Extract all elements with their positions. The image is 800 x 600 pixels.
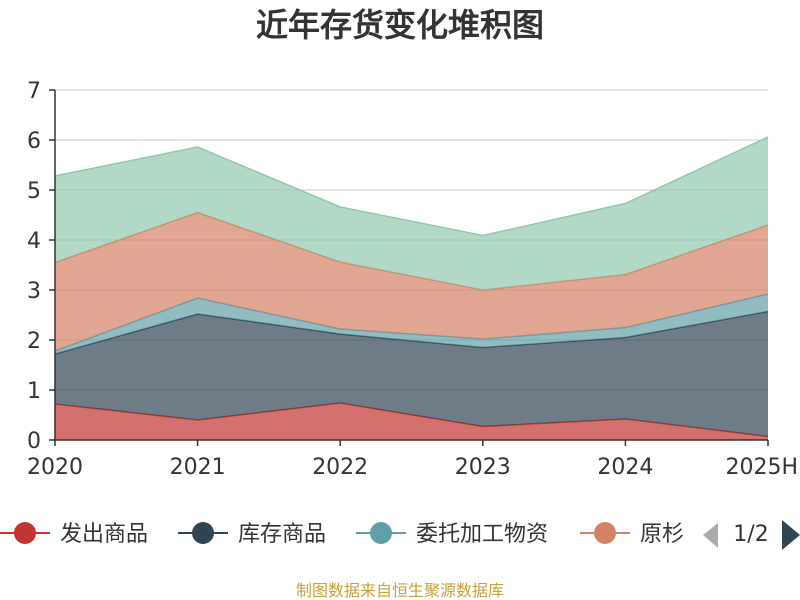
axes: 0 1 2 3 4 5 6 7 2020 2021 2022 2023 2024 2025H: [27, 79, 798, 480]
legend-label: 库存商品: [238, 522, 326, 547]
legend-item[interactable]: 发出商品: [0, 522, 148, 547]
area-series-4: [55, 137, 768, 290]
y-tick-label: 1: [27, 379, 41, 404]
y-tick-label: 7: [27, 79, 41, 104]
legend[interactable]: 发出商品 库存商品 委托加工物资 原杉 1/2: [0, 510, 800, 556]
legend-item[interactable]: 库存商品: [178, 522, 326, 547]
x-tick-label: 2020: [27, 455, 83, 480]
chart-title: 近年存货变化堆积图: [256, 6, 544, 44]
legend-next-page-icon[interactable]: [782, 520, 800, 550]
plot-area: [54, 136, 769, 440]
legend-item[interactable]: 委托加工物资: [356, 522, 548, 547]
y-tick-label: 6: [27, 129, 41, 154]
legend-overflow-mask: [684, 510, 706, 556]
legend-marker: [594, 522, 616, 544]
area-series-2: [55, 294, 768, 354]
x-tick-label: 2025H: [725, 455, 798, 480]
legend-marker: [192, 522, 214, 544]
legend-page-indicator: 1/2: [733, 522, 768, 547]
legend-label: 发出商品: [60, 522, 148, 547]
y-tick-label: 5: [27, 179, 41, 204]
y-tick-label: 2: [27, 329, 41, 354]
x-tick-label: 2021: [170, 455, 226, 480]
x-tick-label: 2022: [312, 455, 368, 480]
area-series-0: [55, 403, 768, 440]
x-tick-label: 2023: [455, 455, 511, 480]
legend-prev-page-icon[interactable]: [703, 523, 718, 548]
area-series-1: [55, 311, 768, 437]
legend-marker: [370, 522, 392, 544]
x-tick-label: 2024: [597, 455, 653, 480]
legend-item[interactable]: 原杉: [580, 522, 684, 547]
legend-label: 原杉: [640, 522, 684, 547]
legend-label: 委托加工物资: [416, 522, 548, 547]
legend-marker: [14, 522, 36, 544]
data-source-note: 制图数据来自恒生聚源数据库: [296, 581, 504, 600]
area-series-3: [55, 212, 768, 351]
y-tick-label: 3: [27, 279, 41, 304]
series-line-4: [54, 136, 769, 237]
y-tick-label: 0: [27, 429, 41, 454]
y-tick-label: 4: [27, 229, 41, 254]
